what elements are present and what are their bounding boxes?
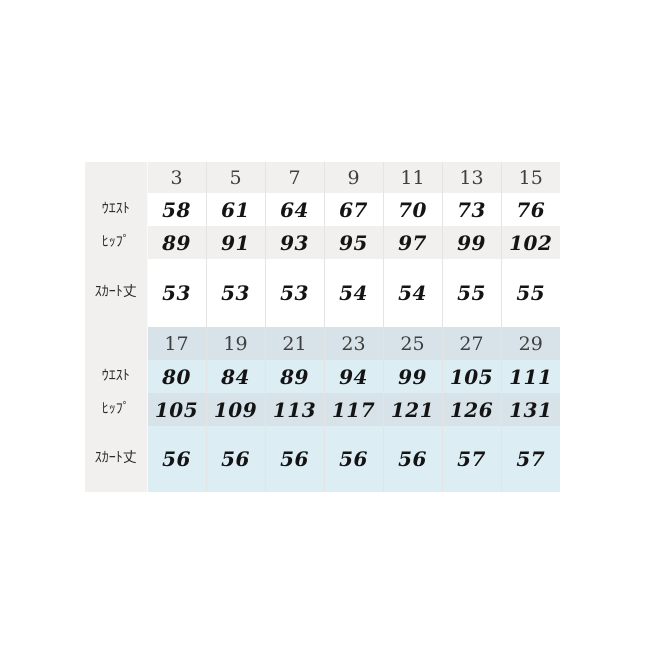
skirt-length-value-cell: 56 [323,426,383,492]
size-header-cell: 11 [382,162,442,193]
waist-value-cell: 64 [264,193,324,226]
corner-cell [85,327,147,360]
size-header-cell: 13 [441,162,501,193]
waist-value-cell: 89 [264,360,324,393]
hip-value-cell: 95 [323,226,383,259]
row-label-waist: ｳｴｽﾄ [85,360,147,393]
waist-value-cell: 94 [323,360,383,393]
size-header-cell: 29 [500,327,560,360]
hip-value-cell: 93 [264,226,324,259]
skirt-length-value-cell: 54 [382,259,442,327]
row-label-skirt-length: ｽｶｰﾄ丈 [85,426,147,492]
hip-value-cell: 97 [382,226,442,259]
table-row: 17 19 21 23 25 27 29 [85,327,560,360]
waist-value-cell: 80 [146,360,206,393]
skirt-length-value-cell: 56 [264,426,324,492]
skirt-length-value-cell: 56 [382,426,442,492]
row-label-hip: ﾋｯﾌﾟ [85,226,147,259]
row-label-hip: ﾋｯﾌﾟ [85,393,147,426]
hip-value-cell: 91 [205,226,265,259]
size-chart-table: 3 5 7 9 11 13 15 ｳｴｽﾄ 58 61 64 67 70 73 … [85,162,560,492]
hip-value-cell: 121 [382,393,442,426]
size-header-cell: 19 [205,327,265,360]
hip-value-cell: 89 [146,226,206,259]
size-header-cell: 3 [146,162,206,193]
waist-value-cell: 70 [382,193,442,226]
table-row: ﾋｯﾌﾟ 105 109 113 117 121 126 131 [85,393,560,426]
hip-value-cell: 99 [441,226,501,259]
waist-value-cell: 58 [146,193,206,226]
hip-value-cell: 131 [500,393,560,426]
size-header-cell: 15 [500,162,560,193]
hip-value-cell: 117 [323,393,383,426]
table-row: ｽｶｰﾄ丈 53 53 53 54 54 55 55 [85,259,560,327]
size-header-cell: 9 [323,162,383,193]
size-header-cell: 5 [205,162,265,193]
hip-value-cell: 109 [205,393,265,426]
skirt-length-value-cell: 53 [205,259,265,327]
hip-value-cell: 113 [264,393,324,426]
hip-value-cell: 126 [441,393,501,426]
skirt-length-value-cell: 53 [264,259,324,327]
size-header-cell: 17 [146,327,206,360]
skirt-length-value-cell: 56 [205,426,265,492]
skirt-length-value-cell: 55 [500,259,560,327]
table-row: ｳｴｽﾄ 58 61 64 67 70 73 76 [85,193,560,226]
skirt-length-value-cell: 53 [146,259,206,327]
table-row: ﾋｯﾌﾟ 89 91 93 95 97 99 102 [85,226,560,259]
waist-value-cell: 61 [205,193,265,226]
waist-value-cell: 105 [441,360,501,393]
skirt-length-value-cell: 57 [441,426,501,492]
size-header-cell: 7 [264,162,324,193]
waist-value-cell: 111 [500,360,560,393]
skirt-length-value-cell: 56 [146,426,206,492]
table-row: ｽｶｰﾄ丈 56 56 56 56 56 57 57 [85,426,560,492]
corner-cell [85,162,147,193]
table-row: ｳｴｽﾄ 80 84 89 94 99 105 111 [85,360,560,393]
table-row: 3 5 7 9 11 13 15 [85,162,560,193]
skirt-length-value-cell: 54 [323,259,383,327]
row-label-waist: ｳｴｽﾄ [85,193,147,226]
size-header-cell: 27 [441,327,501,360]
waist-value-cell: 99 [382,360,442,393]
row-label-skirt-length: ｽｶｰﾄ丈 [85,259,147,327]
hip-value-cell: 102 [500,226,560,259]
waist-value-cell: 76 [500,193,560,226]
hip-value-cell: 105 [146,393,206,426]
skirt-length-value-cell: 57 [500,426,560,492]
waist-value-cell: 73 [441,193,501,226]
size-header-cell: 23 [323,327,383,360]
skirt-length-value-cell: 55 [441,259,501,327]
size-header-cell: 25 [382,327,442,360]
waist-value-cell: 67 [323,193,383,226]
waist-value-cell: 84 [205,360,265,393]
size-header-cell: 21 [264,327,324,360]
